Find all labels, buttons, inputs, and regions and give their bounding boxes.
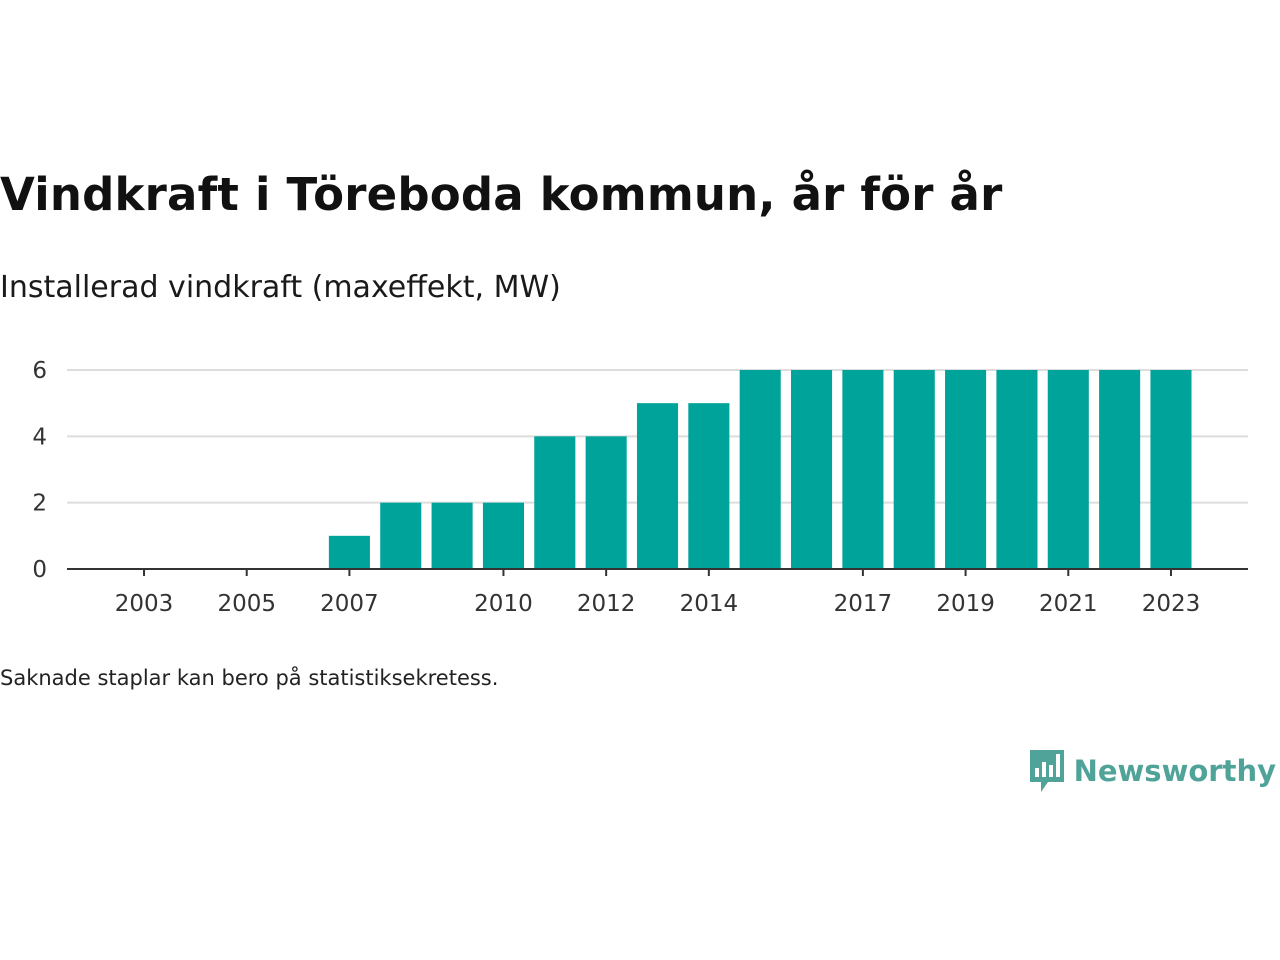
bar-2015 [739, 370, 781, 569]
bar-2023 [1150, 370, 1192, 569]
bar-2010 [482, 502, 524, 569]
x-tick-label: 2021 [1039, 591, 1098, 617]
bar-2012 [585, 436, 627, 569]
x-tick-label: 2003 [115, 591, 174, 617]
bar-2017 [842, 370, 884, 569]
bar-2018 [893, 370, 935, 569]
y-tick-label: 2 [32, 491, 47, 517]
x-tick-label: 2007 [320, 591, 379, 617]
x-tick-label: 2017 [834, 591, 893, 617]
x-tick-label: 2023 [1142, 591, 1201, 617]
bar-2019 [945, 370, 987, 569]
brand-name: Newsworthy [1073, 754, 1276, 788]
bar-2021 [1047, 370, 1089, 569]
x-tick-label: 2005 [217, 591, 276, 617]
x-tick-label: 2010 [474, 591, 533, 617]
bars [328, 370, 1192, 569]
brand-logo: Newsworthy [1028, 748, 1276, 794]
footnote: Saknade staplar kan bero på statistiksek… [0, 666, 499, 690]
newsworthy-logo-icon [1029, 750, 1064, 792]
x-tick-label: 2019 [936, 591, 995, 617]
axes: 0 2 4 6 2003 2005 2007 2010 2012 2014 2017 2019 2021… [32, 358, 1248, 617]
chart-subtitle: Installerad vindkraft (maxeffekt, MW) [0, 270, 561, 305]
y-tick-label: 6 [32, 358, 47, 384]
bar-2016 [791, 370, 833, 569]
bar-2008 [380, 502, 422, 569]
x-tick-label: 2014 [680, 591, 739, 617]
bar-2020 [996, 370, 1038, 569]
bar-2009 [431, 502, 473, 569]
x-tick-label: 2012 [577, 591, 636, 617]
y-tick-label: 4 [32, 424, 47, 450]
bar-2014 [688, 403, 730, 569]
bar-2013 [636, 403, 679, 569]
bar-2011 [534, 436, 576, 569]
bar-2007 [328, 535, 370, 569]
chart-title: Vindkraft i Töreboda kommun, år för år [0, 168, 1003, 221]
bar-2022 [1099, 370, 1141, 569]
bar-chart: 0 2 4 6 2003 2005 2007 2010 2012 2014 2017 2019 2021… [32, 358, 1248, 617]
y-tick-label: 0 [32, 557, 47, 583]
